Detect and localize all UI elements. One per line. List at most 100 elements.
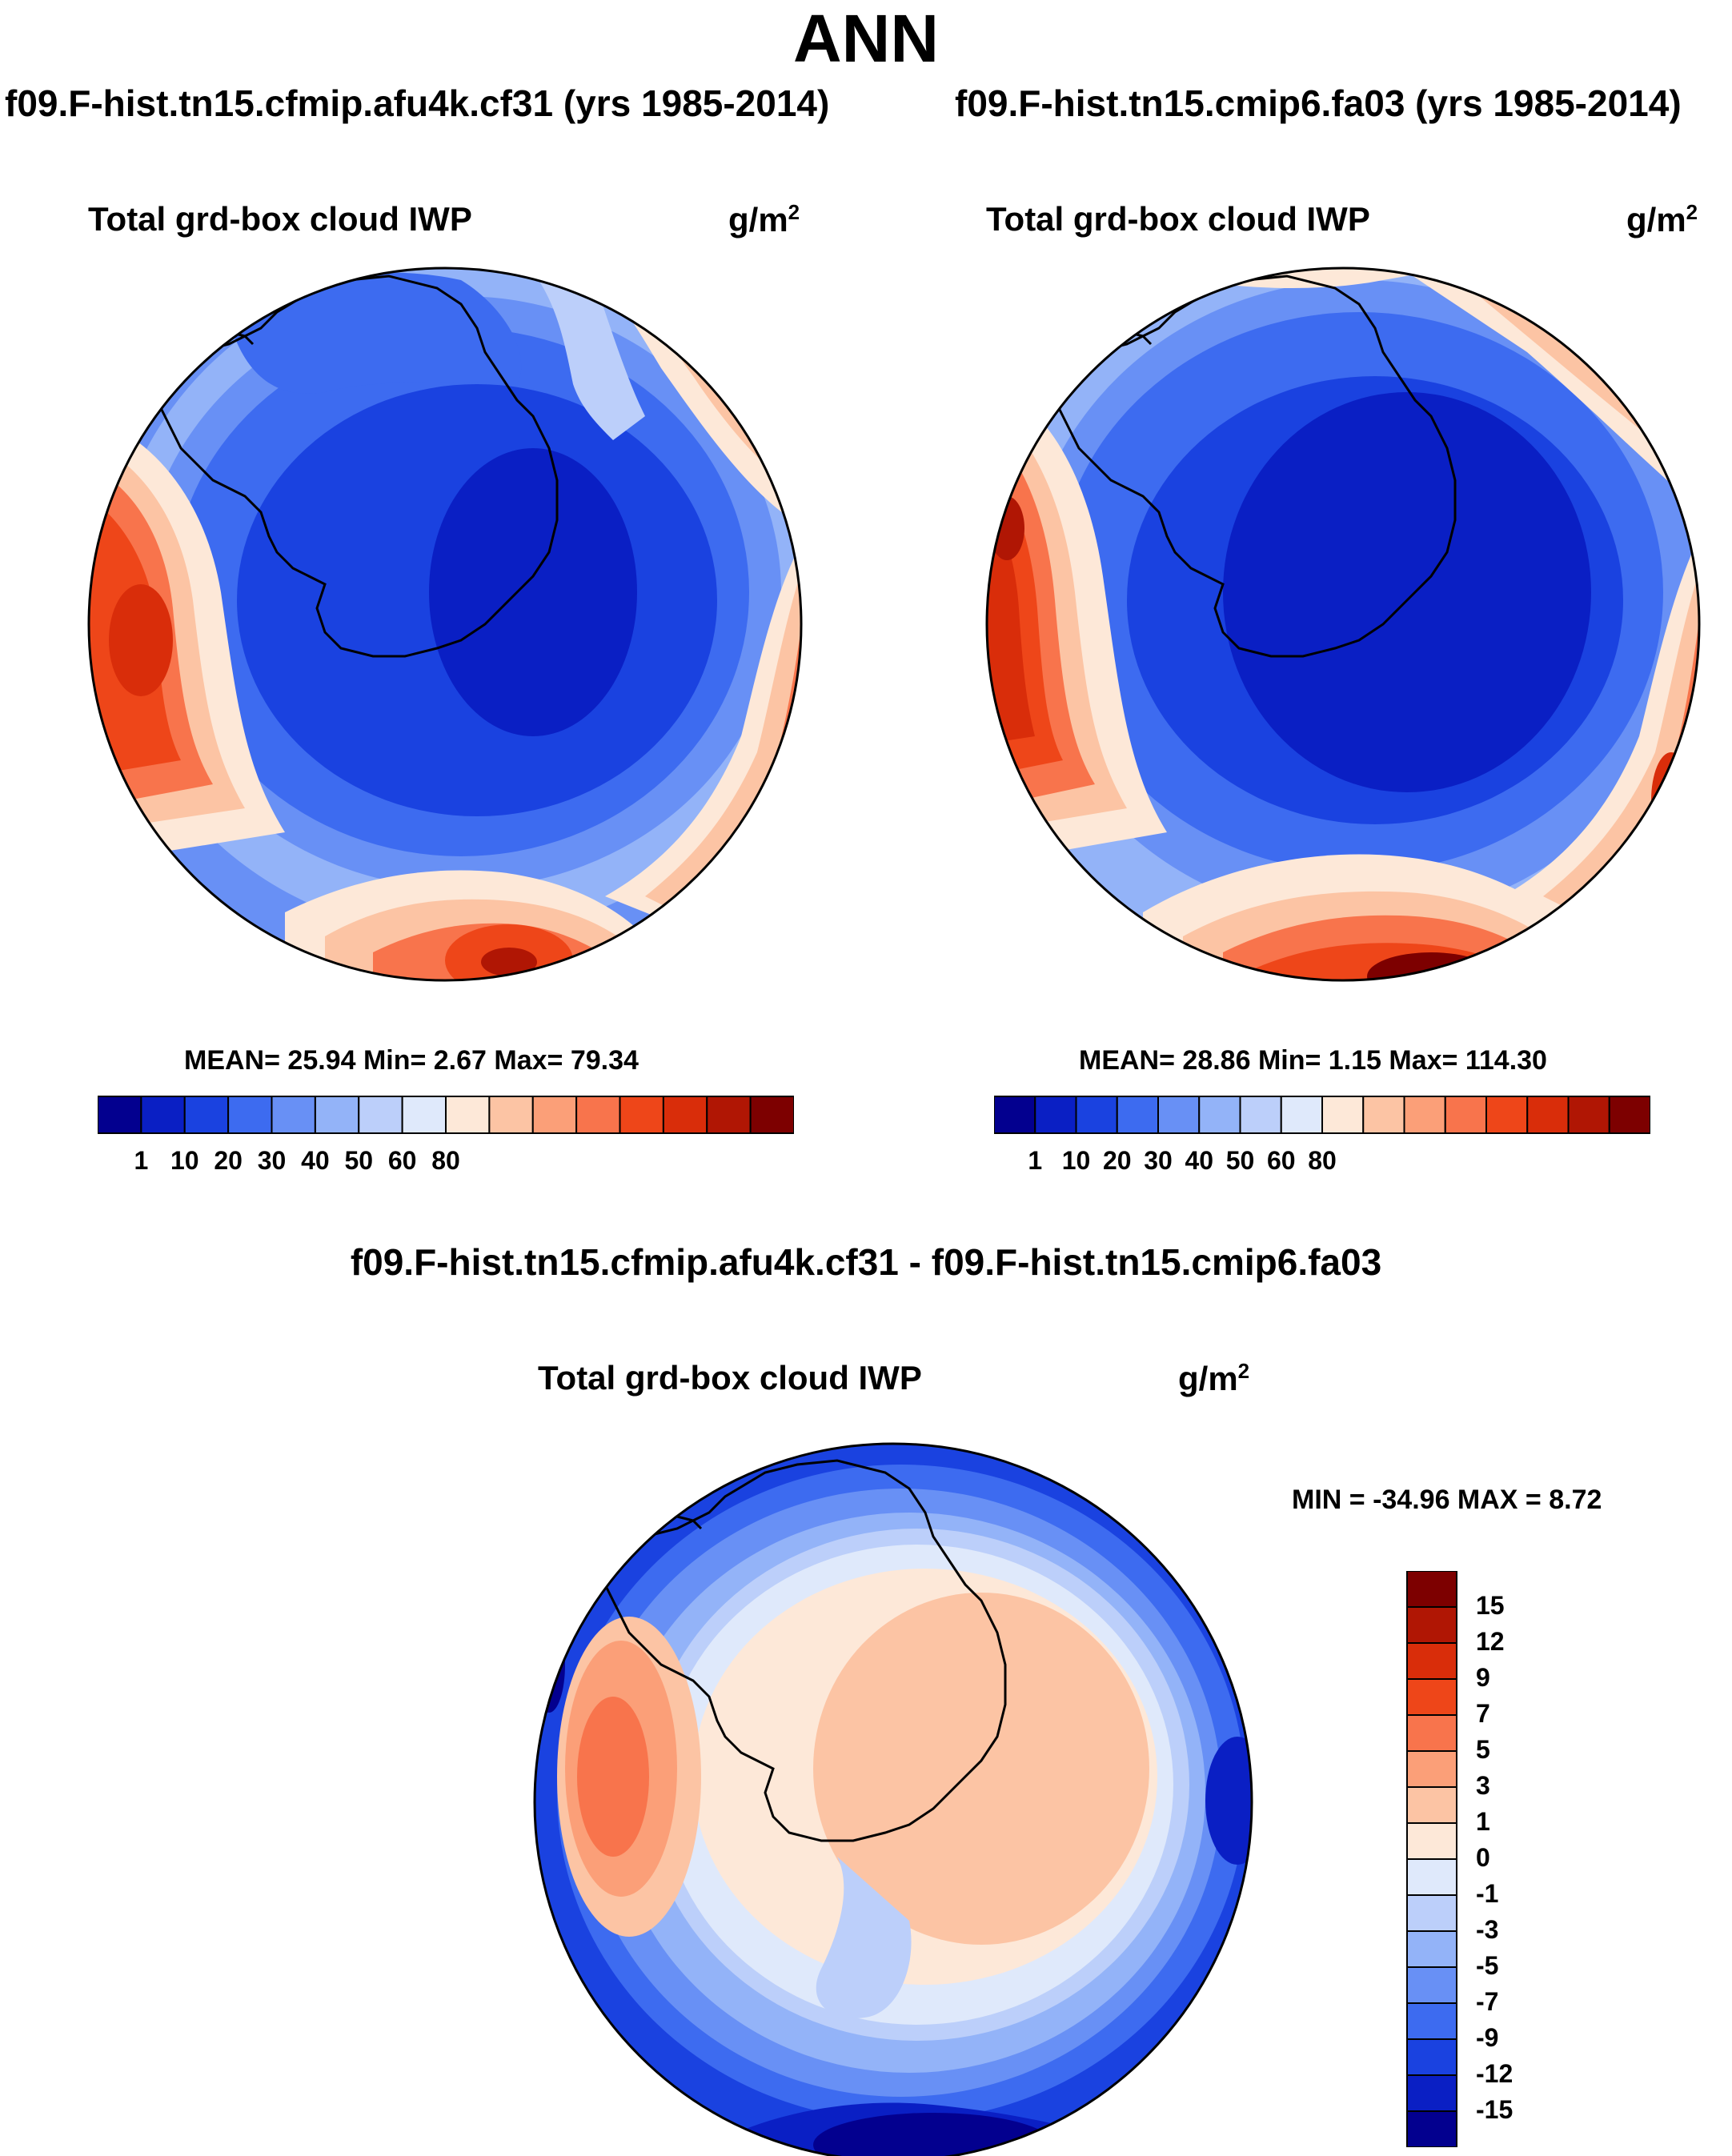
panel2-colorbar-box <box>1526 1096 1570 1134</box>
panel1-antarctica-coastline <box>147 275 559 658</box>
panel1-colorbar-box <box>271 1096 316 1134</box>
diff-colorbar-tick-label: -12 <box>1476 2059 1513 2088</box>
diff-colorbar-tick-label: 15 <box>1476 1591 1505 1620</box>
panel1-colorbar-tick-label: 1 <box>134 1146 149 1175</box>
panel2-colorbar-box <box>1485 1096 1529 1134</box>
diff-colorbar-tick-label: -7 <box>1476 1987 1499 2016</box>
panel1-colorbar-tick-label: 80 <box>431 1146 460 1175</box>
diff-colorbar-tick-label: -9 <box>1476 2023 1499 2052</box>
panel1-colorbar-tick-label: 60 <box>387 1146 417 1175</box>
panel1-colorbar-box <box>706 1096 752 1134</box>
panel2-colorbar-box <box>1034 1096 1077 1134</box>
panel2-stats: MEAN= 28.86 Min= 1.15 Max= 114.30 <box>1079 1045 1547 1076</box>
diff-colorbar-tick-label: 7 <box>1476 1699 1490 1728</box>
diff-colorbar-box <box>1406 1571 1457 1608</box>
panel2-colorbar-tick-label: 10 <box>1061 1146 1091 1175</box>
diff-colorbar-box <box>1406 1606 1457 1644</box>
panel2-colorbar-box <box>1403 1096 1446 1134</box>
panel1-colorbar-box <box>662 1096 708 1134</box>
panel2-colorbar-tick-label: 20 <box>1102 1146 1132 1175</box>
diff-colorbar-box <box>1406 2110 1457 2147</box>
panel1-colorbar-box <box>619 1096 664 1134</box>
panel1-colorbar-box <box>488 1096 534 1134</box>
panel2-map <box>985 266 1701 982</box>
panel2-colorbar-tick-label: 1 <box>1028 1146 1043 1175</box>
panel1-colorbar-box <box>401 1096 447 1134</box>
panel2-colorbar-box <box>1239 1096 1282 1134</box>
diff-colorbar-tick-label: -5 <box>1476 1951 1499 1980</box>
diff-colorbar-tick-label: -15 <box>1476 2095 1513 2124</box>
panel1-colorbar-box <box>183 1096 230 1134</box>
panel1-colorbar-box <box>358 1096 403 1134</box>
panel2-case-title: f09.F-hist.tn15.cmip6.fa03 (yrs 1985-201… <box>955 82 1682 124</box>
panel2-colorbar-box <box>1321 1096 1365 1134</box>
diff-antarctica-coastline <box>595 1459 1007 1842</box>
diff-colorbar-tick-label: -1 <box>1476 1879 1499 1908</box>
panel2-antarctica-coastline <box>1045 275 1457 658</box>
panel2-colorbar-tick-label: 60 <box>1266 1146 1296 1175</box>
panel2-colorbar-box <box>1280 1096 1323 1134</box>
panel1-colorbar-box <box>749 1096 794 1134</box>
diff-map <box>533 1442 1253 2156</box>
panel1-variable-title: Total grd-box cloud IWP <box>88 200 472 238</box>
diff-colorbar-tick-label: -3 <box>1476 1915 1499 1944</box>
panel2-variable-title: Total grd-box cloud IWP <box>986 200 1370 238</box>
diff-colorbar-box <box>1406 2038 1457 2076</box>
panel1-colorbar-tick-label: 20 <box>214 1146 243 1175</box>
main-title: ANN <box>793 1 939 76</box>
panel2-colorbar-tick-label: 80 <box>1308 1146 1337 1175</box>
panel1-colorbar-box <box>531 1096 578 1134</box>
diff-colorbar-box <box>1406 1822 1457 1860</box>
panel1-colorbar-box <box>314 1096 360 1134</box>
panel2-colorbar-box <box>1362 1096 1405 1134</box>
diff-colorbar-box <box>1406 1858 1457 1896</box>
panel2-units: g/m2 <box>1626 200 1698 238</box>
diff-case-title: f09.F-hist.tn15.cfmip.afu4k.cf31 - f09.F… <box>350 1241 1382 1283</box>
diff-colorbar-box <box>1406 1786 1457 1824</box>
panel2-colorbar-box <box>1608 1096 1650 1134</box>
diff-colorbar-box <box>1406 1642 1457 1680</box>
panel2-colorbar-box <box>1567 1096 1610 1134</box>
panel1-colorbar-box <box>227 1096 273 1134</box>
panel2-colorbar-box <box>1198 1096 1241 1134</box>
panel1-units: g/m2 <box>728 200 800 238</box>
diff-colorbar-tick-label: 12 <box>1476 1627 1505 1656</box>
diff-variable-title: Total grd-box cloud IWP <box>538 1359 922 1397</box>
diff-colorbar-box <box>1406 2074 1457 2112</box>
panel1-stats: MEAN= 25.94 Min= 2.67 Max= 79.34 <box>184 1045 639 1076</box>
panel2-colorbar-box <box>1157 1096 1201 1134</box>
panel1-colorbar-box <box>98 1096 142 1134</box>
panel1-colorbar-tick-label: 50 <box>344 1146 374 1175</box>
diff-colorbar-box <box>1406 2002 1457 2040</box>
diff-colorbar-tick-label: 3 <box>1476 1771 1490 1800</box>
panel2-colorbar-tick-label: 50 <box>1225 1146 1255 1175</box>
panel1-colorbar-box <box>140 1096 186 1134</box>
panel1-case-title: f09.F-hist.tn15.cfmip.afu4k.cf31 (yrs 19… <box>5 82 830 124</box>
panel2-colorbar-box <box>1444 1096 1487 1134</box>
panel2-colorbar-box <box>994 1096 1036 1134</box>
diff-colorbar-box <box>1406 1750 1457 1788</box>
panel1-colorbar-tick-label: 30 <box>257 1146 287 1175</box>
panel1-colorbar <box>98 1096 794 1134</box>
panel2-colorbar-box <box>1075 1096 1118 1134</box>
diff-colorbar-tick-label: 0 <box>1476 1843 1490 1872</box>
diff-colorbar-box <box>1406 1714 1457 1752</box>
panel1-colorbar-tick-label: 10 <box>170 1146 199 1175</box>
diff-colorbar-tick-label: 9 <box>1476 1663 1490 1692</box>
panel2-colorbar-tick-label: 30 <box>1144 1146 1173 1175</box>
diff-colorbar-box <box>1406 1894 1457 1932</box>
panel2-colorbar <box>994 1096 1650 1134</box>
diff-colorbar-tick-label: 5 <box>1476 1735 1490 1764</box>
diff-colorbar-box <box>1406 1966 1457 2004</box>
panel1-map <box>87 266 803 982</box>
diff-colorbar-tick-label: 1 <box>1476 1807 1490 1836</box>
diff-colorbar-box <box>1406 1930 1457 1968</box>
panel1-colorbar-box <box>445 1096 491 1134</box>
panel1-colorbar-box <box>575 1096 621 1134</box>
diff-colorbar-box <box>1406 1678 1457 1716</box>
panel1-colorbar-tick-label: 40 <box>301 1146 330 1175</box>
diff-colorbar <box>1406 1571 1457 2147</box>
panel2-colorbar-box <box>1116 1096 1159 1134</box>
panel2-colorbar-tick-label: 40 <box>1185 1146 1214 1175</box>
diff-stats: MIN = -34.96 MAX = 8.72 <box>1292 1485 1602 1515</box>
